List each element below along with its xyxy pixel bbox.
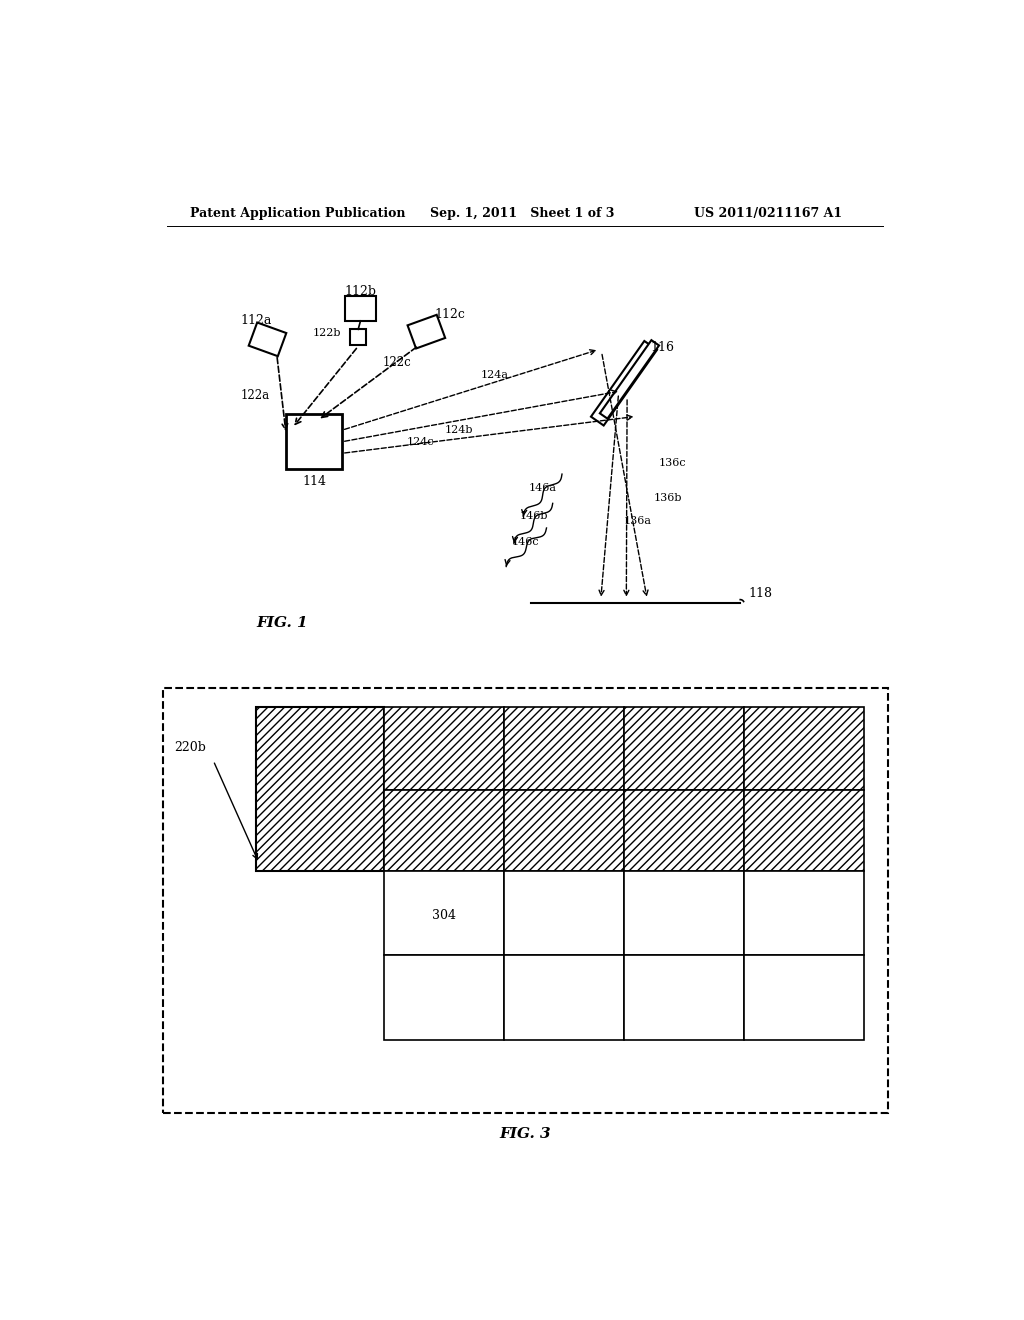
Text: 124a: 124a: [480, 370, 509, 380]
Bar: [624, 706, 744, 789]
Bar: [163, 688, 888, 1113]
Bar: [744, 789, 864, 871]
Text: Patent Application Publication: Patent Application Publication: [190, 207, 406, 220]
Text: 112b: 112b: [344, 285, 377, 298]
Polygon shape: [286, 414, 342, 470]
Polygon shape: [345, 296, 376, 321]
Text: FIG. 3: FIG. 3: [500, 1127, 551, 1140]
Bar: [744, 871, 864, 956]
Text: 146b: 146b: [519, 511, 548, 521]
Bar: [744, 706, 864, 789]
Text: 146c: 146c: [512, 537, 540, 546]
Text: 118: 118: [748, 587, 772, 601]
Text: 146a: 146a: [528, 483, 557, 494]
Text: 220b: 220b: [174, 742, 207, 754]
Bar: [504, 871, 624, 956]
Polygon shape: [408, 314, 445, 348]
Bar: [624, 789, 744, 871]
Text: Sep. 1, 2011   Sheet 1 of 3: Sep. 1, 2011 Sheet 1 of 3: [430, 207, 614, 220]
Text: 124b: 124b: [444, 425, 473, 436]
Text: US 2011/0211167 A1: US 2011/0211167 A1: [693, 207, 842, 220]
Polygon shape: [249, 322, 287, 356]
Text: FIG. 1: FIG. 1: [256, 615, 307, 630]
Text: 114: 114: [302, 475, 326, 488]
Bar: [504, 706, 624, 789]
Bar: [256, 706, 384, 871]
Text: 136c: 136c: [658, 458, 686, 469]
Text: 116: 116: [650, 341, 675, 354]
Text: 112a: 112a: [241, 314, 271, 326]
Text: 124c: 124c: [407, 437, 434, 447]
Bar: [624, 956, 744, 1040]
Bar: [504, 956, 624, 1040]
Text: 122b: 122b: [312, 329, 341, 338]
Bar: [504, 789, 624, 871]
Bar: [384, 956, 504, 1040]
Polygon shape: [600, 341, 659, 418]
Bar: [624, 871, 744, 956]
Text: 136a: 136a: [624, 516, 652, 527]
Text: 136b: 136b: [653, 494, 682, 503]
Bar: [384, 871, 504, 956]
Text: 122a: 122a: [241, 389, 269, 403]
Text: 122c: 122c: [383, 356, 412, 370]
Bar: [384, 789, 504, 871]
Bar: [384, 706, 504, 789]
Polygon shape: [591, 341, 657, 425]
Polygon shape: [350, 330, 366, 345]
Text: 112c: 112c: [434, 308, 465, 321]
Text: 304: 304: [432, 909, 456, 923]
Bar: [744, 956, 864, 1040]
